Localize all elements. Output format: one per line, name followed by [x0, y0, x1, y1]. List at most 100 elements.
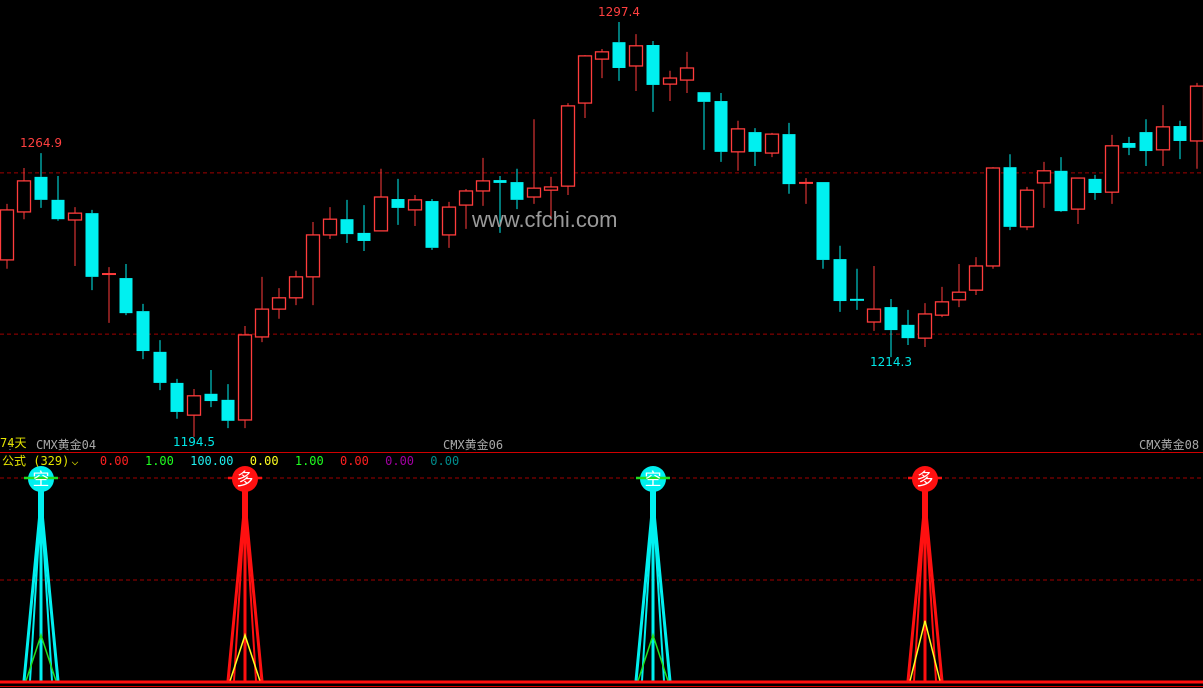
- candle[interactable]: [799, 178, 813, 204]
- candle[interactable]: [475, 157, 491, 206]
- candle[interactable]: [646, 40, 660, 112]
- candle[interactable]: [237, 326, 253, 429]
- candle[interactable]: [1173, 120, 1187, 160]
- candle[interactable]: [782, 122, 796, 194]
- candle[interactable]: [714, 92, 728, 162]
- candle[interactable]: [322, 207, 338, 239]
- candle-body: [748, 132, 762, 152]
- candle[interactable]: [1122, 136, 1136, 156]
- candle[interactable]: [204, 370, 218, 408]
- candle[interactable]: [628, 34, 644, 91]
- indicator-value: 100.00: [190, 454, 234, 468]
- candle[interactable]: [85, 209, 99, 291]
- candle-body: [221, 399, 235, 421]
- candle[interactable]: [917, 303, 933, 348]
- signal-long[interactable]: 多: [226, 466, 264, 682]
- candle[interactable]: [764, 132, 780, 158]
- candle[interactable]: [288, 270, 304, 306]
- candle-body: [1036, 170, 1052, 184]
- candle[interactable]: [560, 103, 576, 195]
- candle[interactable]: [425, 199, 439, 250]
- candle-body: [51, 199, 65, 220]
- candle[interactable]: [119, 263, 133, 316]
- candle[interactable]: [1019, 186, 1035, 231]
- candle[interactable]: [951, 263, 967, 308]
- candle[interactable]: [1070, 177, 1086, 225]
- signal-inner-spike: [25, 632, 57, 682]
- candle[interactable]: [884, 299, 898, 358]
- price-extreme-label: 1297.4: [598, 5, 640, 20]
- candle[interactable]: [1054, 157, 1068, 212]
- signal-short[interactable]: 空: [634, 466, 672, 682]
- candle-body: [612, 42, 626, 68]
- candle[interactable]: [254, 276, 270, 343]
- candle[interactable]: [577, 55, 593, 118]
- candle[interactable]: [305, 222, 321, 306]
- chevron-down-icon[interactable]: ⌵: [71, 454, 79, 468]
- candle[interactable]: [357, 205, 371, 252]
- candle[interactable]: [816, 182, 830, 269]
- candle-body: [67, 212, 83, 221]
- candle[interactable]: [1155, 105, 1171, 166]
- signal-label: 空: [33, 470, 50, 490]
- candle[interactable]: [730, 120, 746, 171]
- candle[interactable]: [1003, 154, 1017, 231]
- candle[interactable]: [748, 128, 762, 166]
- candle[interactable]: [526, 119, 542, 204]
- candle-body: [884, 307, 898, 331]
- candle[interactable]: [934, 286, 950, 318]
- candle-body: [646, 45, 660, 85]
- signal-short[interactable]: 空: [22, 466, 60, 682]
- candle[interactable]: [679, 51, 695, 93]
- candle[interactable]: [985, 167, 1001, 269]
- candle[interactable]: [340, 199, 354, 243]
- candle[interactable]: [1036, 161, 1052, 208]
- candle[interactable]: [1139, 119, 1153, 166]
- indicator-value: 1.00: [294, 454, 324, 468]
- candle[interactable]: [1189, 82, 1203, 169]
- candle[interactable]: [594, 49, 610, 79]
- candle[interactable]: [866, 265, 882, 331]
- candle-body: [782, 134, 796, 185]
- signal-long[interactable]: 多: [906, 466, 944, 682]
- candle-body: [1189, 85, 1203, 142]
- candle[interactable]: [833, 245, 847, 312]
- candle-body: [526, 187, 542, 198]
- candle[interactable]: [373, 168, 389, 232]
- candle[interactable]: [493, 176, 507, 233]
- candle-body: [1122, 142, 1136, 148]
- candle[interactable]: [1088, 174, 1102, 200]
- candle[interactable]: [441, 201, 457, 248]
- candle[interactable]: [901, 309, 915, 345]
- candle[interactable]: [67, 207, 83, 266]
- indicator-panel: 空多空多: [22, 466, 944, 682]
- candle[interactable]: [186, 388, 202, 437]
- candle[interactable]: [612, 22, 626, 81]
- candle[interactable]: [136, 303, 150, 360]
- candle[interactable]: [850, 268, 864, 310]
- candle[interactable]: [51, 176, 65, 221]
- candle[interactable]: [271, 288, 287, 319]
- candle[interactable]: [407, 195, 423, 227]
- candle[interactable]: [170, 378, 184, 419]
- candle[interactable]: [34, 153, 48, 208]
- candle[interactable]: [662, 70, 678, 102]
- candle-body: [119, 278, 133, 314]
- candle[interactable]: [0, 203, 15, 269]
- candle[interactable]: [391, 178, 405, 225]
- candle[interactable]: [153, 340, 167, 391]
- candle[interactable]: [102, 267, 116, 323]
- indicator-name[interactable]: 公式 (329): [2, 454, 70, 468]
- candle[interactable]: [221, 384, 235, 429]
- candle[interactable]: [543, 176, 559, 220]
- candle-body: [186, 395, 202, 416]
- candle[interactable]: [16, 167, 32, 220]
- candle[interactable]: [510, 168, 524, 210]
- candle[interactable]: [968, 257, 984, 295]
- indicator-header: 公式 (329) ⌵ 0.00 1.00 100.00 0.00 1.00 0.0…: [2, 454, 468, 468]
- candle[interactable]: [697, 92, 711, 150]
- candle-body: [697, 92, 711, 102]
- candle[interactable]: [458, 188, 474, 229]
- candle[interactable]: [1104, 134, 1120, 204]
